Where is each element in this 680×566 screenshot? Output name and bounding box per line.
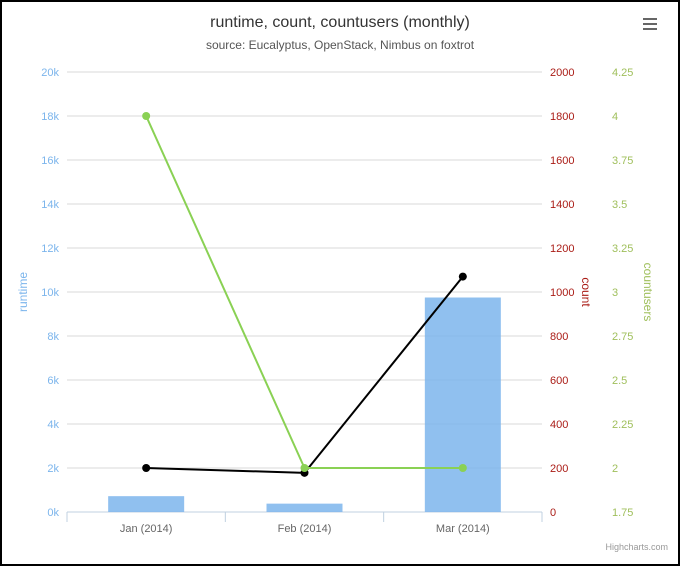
runtime-axis-tick: 10k — [41, 287, 59, 299]
countusers-axis-tick: 2 — [612, 463, 618, 475]
count-axis-tick: 600 — [550, 375, 568, 387]
runtime-bar[interactable] — [425, 298, 501, 513]
runtime-axis-tick: 18k — [41, 111, 59, 123]
countusers-marker[interactable] — [301, 464, 309, 472]
countusers-marker[interactable] — [142, 112, 150, 120]
countusers-axis-tick: 3.75 — [612, 155, 633, 167]
runtime-axis-tick: 0k — [47, 507, 59, 519]
countusers-axis-tick: 3.25 — [612, 243, 633, 255]
runtime-axis-tick: 20k — [41, 67, 59, 79]
runtime-bar[interactable] — [267, 504, 343, 512]
runtime-axis-tick: 6k — [47, 375, 59, 387]
count-marker[interactable] — [459, 273, 467, 281]
countusers-axis-title: countusers — [641, 263, 655, 322]
countusers-axis-tick: 3 — [612, 287, 618, 299]
count-axis-tick: 400 — [550, 419, 568, 431]
x-axis-label: Feb (2014) — [278, 523, 332, 535]
countusers-axis-tick: 4.25 — [612, 67, 633, 79]
runtime-bar[interactable] — [108, 496, 184, 512]
count-axis-tick: 1600 — [550, 155, 574, 167]
chart-plot: Jan (2014) Feb (2014) Mar (2014) 0k 2k 4k 6k 8k… — [2, 2, 678, 564]
x-axis-label: Mar (2014) — [436, 523, 490, 535]
runtime-axis-tick: 14k — [41, 199, 59, 211]
countusers-axis-tick: 2.75 — [612, 331, 633, 343]
count-axis-tick: 1800 — [550, 111, 574, 123]
count-axis-tick: 800 — [550, 331, 568, 343]
countusers-axis-tick: 2.5 — [612, 375, 627, 387]
runtime-axis-tick: 2k — [47, 463, 59, 475]
count-line[interactable] — [146, 277, 463, 473]
runtime-axis-tick: 4k — [47, 419, 59, 431]
count-axis-tick: 1400 — [550, 199, 574, 211]
chart-credits[interactable]: Highcharts.com — [605, 542, 668, 552]
runtime-axis-tick: 12k — [41, 243, 59, 255]
chart-frame: runtime, count, countusers (monthly) sou… — [0, 0, 680, 566]
countusers-axis-tick: 1.75 — [612, 507, 633, 519]
count-axis-tick: 0 — [550, 507, 556, 519]
runtime-axis-title: runtime — [16, 272, 30, 312]
count-axis-tick: 1000 — [550, 287, 574, 299]
countusers-axis-tick: 3.5 — [612, 199, 627, 211]
runtime-axis-tick: 8k — [47, 331, 59, 343]
count-axis-tick: 200 — [550, 463, 568, 475]
count-axis-tick: 1200 — [550, 243, 574, 255]
count-marker[interactable] — [142, 464, 150, 472]
countusers-axis-tick: 2.25 — [612, 419, 633, 431]
x-axis-label: Jan (2014) — [120, 523, 173, 535]
count-axis-tick: 2000 — [550, 67, 574, 79]
countusers-marker[interactable] — [459, 464, 467, 472]
count-axis-title: count — [579, 277, 593, 307]
runtime-axis-tick: 16k — [41, 155, 59, 167]
countusers-axis-tick: 4 — [612, 111, 618, 123]
